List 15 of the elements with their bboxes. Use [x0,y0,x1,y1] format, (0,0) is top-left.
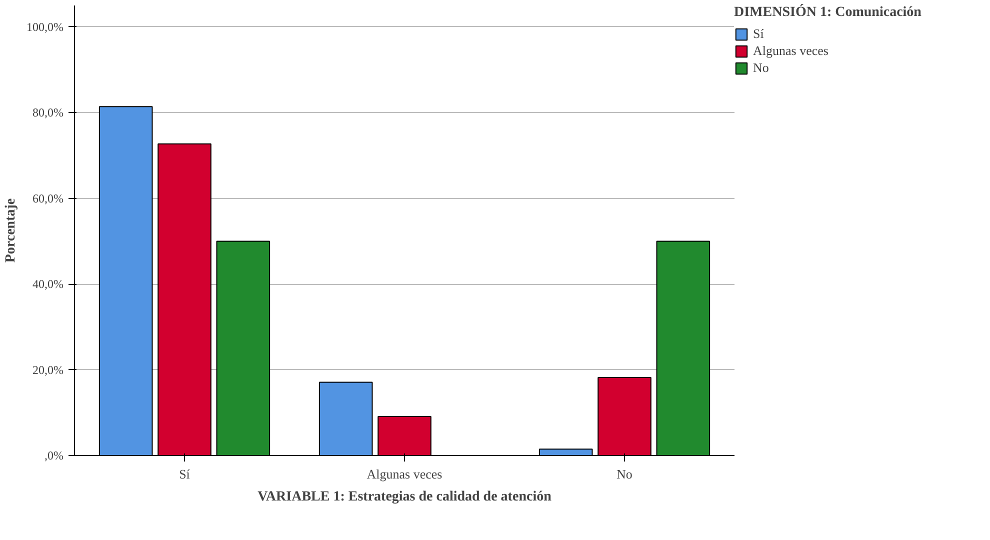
legend-title: DIMENSIÓN 1: Comunicación [734,5,922,21]
x-tick-label: Sí [179,466,190,482]
legend-label: Sí [753,26,765,42]
y-tick-label: 100,0% [26,20,64,34]
y-tick-label: 40,0% [32,277,64,292]
y-tick-label: 20,0% [32,362,64,377]
legend-label: No [753,60,770,76]
y-tick-label: ,0% [44,448,64,462]
y-tick-label: 80,0% [32,106,64,120]
y-tick-label: 60,0% [32,191,64,206]
x-tick-label: Algunas veces [366,466,442,482]
y-axis-title: Porcentaje [4,198,19,263]
legend-label: Algunas veces [753,43,828,59]
x-tick-label: No [616,466,632,482]
x-axis-title: VARIABLE 1: Estrategias de calidad de atención [258,490,552,504]
